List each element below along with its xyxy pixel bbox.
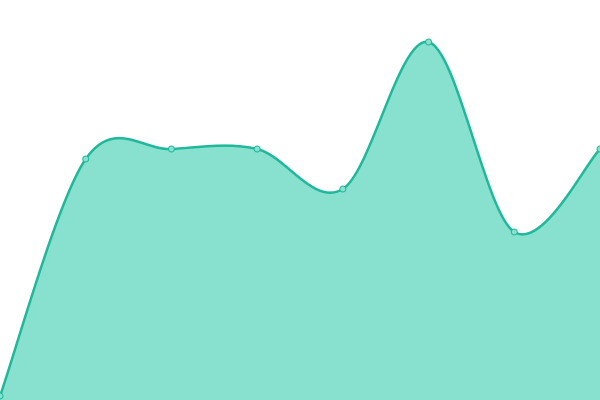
area (0, 41, 600, 400)
point (510, 228, 518, 236)
point (596, 145, 600, 153)
point (0, 392, 4, 400)
point (82, 155, 90, 163)
point (339, 185, 347, 193)
point (425, 38, 433, 46)
point (167, 145, 175, 153)
point (253, 145, 261, 153)
